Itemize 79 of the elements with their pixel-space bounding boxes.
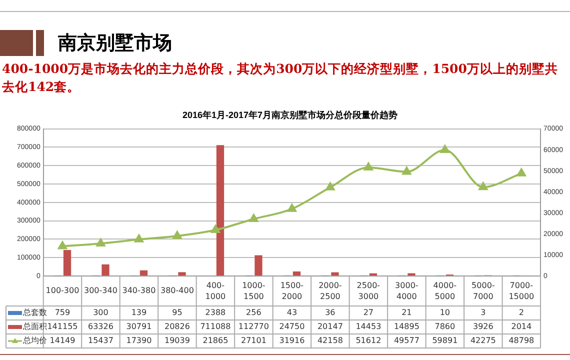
bar [63,250,72,276]
bar [102,264,110,276]
data-label: 256 [246,308,262,318]
bar [292,271,301,276]
data-label: 14453 [356,322,382,332]
x-tick-label: 300-340 [84,286,118,296]
text: 2016年1月-2017年7月南京别墅市场分总价段量价趋势 [182,110,398,120]
chart-title: 南京别墅市场 [58,31,172,56]
data-label: 711088 [200,322,231,332]
x-tick-label: 400-1000 [205,281,226,302]
data-label: 15437 [88,336,114,346]
data-label: 43 [286,308,298,318]
data-label: 42158 [317,336,343,346]
data-label: 95 [172,308,182,318]
data-label: 20826 [164,322,190,332]
data-label: 21865 [202,336,228,346]
data-label: 31916 [279,336,305,346]
x-tick-label: 4000-5000 [433,281,457,302]
data-label: 24750 [279,322,305,332]
x-tick-label: 380-400 [160,286,194,296]
bar [216,145,224,276]
x-tick-label: 5000-7000 [472,281,495,302]
data-label: 14149 [50,336,76,346]
x-tick-label: 340-380 [122,286,156,296]
point [172,230,182,239]
data-label: 2 [518,308,524,318]
data-label: 49577 [394,336,420,346]
data-label: 20147 [317,322,343,332]
data-label: 27101 [240,336,266,346]
data-label: 63326 [88,322,114,332]
legend-label: 总均价 [22,336,47,346]
bar [331,272,339,276]
data-label: 30791 [126,322,152,332]
data-label: 112770 [238,322,269,332]
legend-label: 总面积 [22,322,47,332]
point [402,166,412,175]
data-label: 2014 [511,322,532,332]
data-label: 2388 [205,308,226,318]
point [478,182,488,190]
x-tick-label: 2000-2500 [318,281,342,302]
point [440,145,450,154]
data-label: 17390 [126,336,152,346]
bar [140,270,148,276]
data-label: 48798 [508,336,534,346]
data-label: 139 [131,308,147,318]
point [96,238,106,247]
bar [254,255,262,276]
point [210,225,220,234]
x-tick-label: 100-300 [46,286,80,296]
point [326,182,335,190]
point [249,214,258,222]
point [364,162,373,170]
x-tick-label: 1500-2000 [280,281,304,302]
data-label: 19039 [164,336,190,346]
x-tick-label: 2500-3000 [356,281,380,302]
data-label: 21 [402,308,412,318]
point [287,204,296,212]
data-label: 59891 [432,336,458,346]
data-label: 14895 [394,322,420,332]
data-label: 3 [480,308,486,318]
data-label: 141155 [47,322,78,332]
data-label: 27 [363,308,374,318]
legend-label: 总套数 [22,308,47,318]
x-tick-label: 1000-1500 [242,281,266,302]
point [58,241,67,250]
data-label: 759 [54,308,70,318]
data-label: 10 [440,308,450,318]
data-label: 3926 [472,322,494,332]
x-tick-label: 3000-4000 [395,281,418,302]
data-label: 300 [93,308,108,318]
data-label: 51612 [356,336,382,346]
point [134,234,144,242]
x-tick-label: 7000-15000 [508,281,534,302]
data-label: 42275 [470,336,496,346]
chart-subtitle: 400-1000万是市场去化的主力总价段，其次为300万以下的经济型别墅，1500万以上的别墅共去化142套。 [2,60,559,96]
data-label: 36 [325,308,336,318]
bar [178,272,186,276]
point [516,168,526,176]
data-label: 7860 [434,322,456,332]
